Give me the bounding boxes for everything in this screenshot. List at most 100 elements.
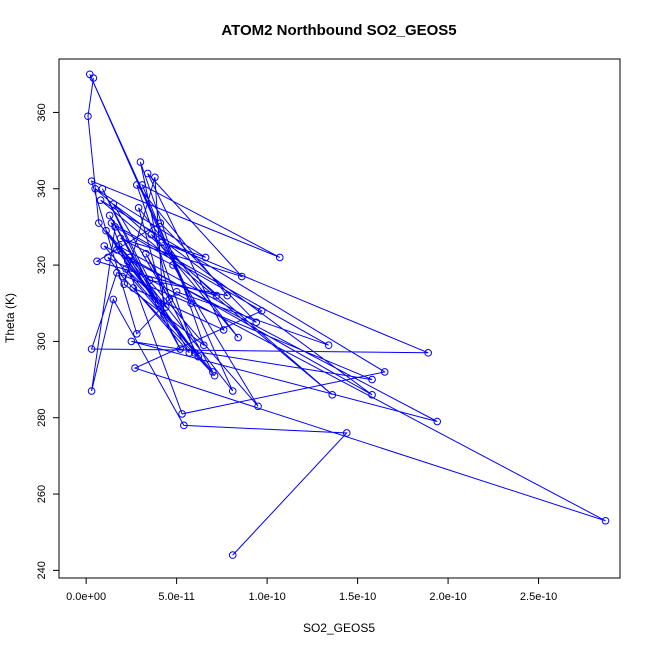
data-point bbox=[368, 391, 376, 399]
y-tick-label: 320 bbox=[36, 256, 48, 274]
data-point bbox=[87, 387, 96, 395]
data-point bbox=[109, 295, 118, 304]
data-point bbox=[102, 226, 110, 235]
y-axis-label: Theta (K) bbox=[3, 293, 17, 343]
data-point bbox=[169, 261, 177, 269]
data-point bbox=[234, 333, 242, 342]
data-point bbox=[190, 349, 199, 357]
data-point bbox=[104, 253, 112, 262]
data-point bbox=[127, 337, 136, 346]
data-point bbox=[433, 417, 442, 426]
series-line bbox=[87, 74, 606, 556]
data-point bbox=[85, 70, 94, 79]
data-point bbox=[201, 253, 210, 262]
data-point bbox=[107, 219, 116, 227]
data-point bbox=[368, 375, 376, 384]
data-point bbox=[257, 307, 266, 315]
data-point bbox=[210, 371, 219, 380]
data-point bbox=[125, 253, 134, 262]
data-point bbox=[160, 310, 168, 319]
data-point bbox=[109, 200, 118, 208]
data-point bbox=[380, 368, 389, 376]
data-point bbox=[601, 516, 610, 525]
data-point bbox=[100, 242, 109, 250]
data-point bbox=[228, 387, 237, 395]
data-point bbox=[136, 158, 145, 166]
data-point bbox=[165, 295, 174, 304]
data-point bbox=[89, 74, 98, 82]
data-point bbox=[116, 234, 125, 243]
data-point bbox=[156, 219, 165, 227]
data-point bbox=[154, 299, 163, 308]
data-point bbox=[212, 291, 221, 300]
data-point bbox=[122, 265, 130, 273]
data-point bbox=[219, 326, 228, 334]
series-layer bbox=[84, 70, 610, 559]
data-point bbox=[172, 287, 181, 296]
data-point bbox=[93, 257, 101, 266]
data-point bbox=[87, 177, 96, 185]
data-point bbox=[87, 345, 96, 353]
data-point bbox=[161, 303, 170, 311]
data-point bbox=[151, 173, 159, 182]
data-point bbox=[176, 345, 185, 353]
x-tick-label: 5.0e-11 bbox=[158, 591, 195, 603]
y-tick-label: 280 bbox=[36, 409, 48, 427]
data-point bbox=[187, 299, 195, 308]
x-tick-label: 0.0e+00 bbox=[66, 591, 106, 603]
data-point bbox=[178, 410, 186, 418]
x-tick-label: 1.5e-10 bbox=[339, 591, 376, 603]
data-point bbox=[113, 268, 121, 277]
x-tick-label: 2.0e-10 bbox=[429, 591, 466, 603]
data-point bbox=[199, 341, 208, 350]
data-point bbox=[252, 318, 261, 327]
data-point bbox=[131, 364, 139, 372]
data-point bbox=[145, 276, 154, 285]
y-tick-label: 360 bbox=[36, 103, 48, 121]
data-point bbox=[105, 211, 114, 220]
y-tick-label: 300 bbox=[36, 332, 48, 350]
data-point bbox=[134, 204, 143, 212]
data-point bbox=[180, 421, 188, 430]
data-point bbox=[133, 329, 141, 338]
data-point bbox=[96, 196, 105, 204]
data-point bbox=[133, 181, 141, 189]
data-point bbox=[123, 257, 132, 266]
data-point bbox=[209, 368, 217, 376]
data-point bbox=[342, 429, 351, 437]
data-point bbox=[275, 253, 284, 262]
data-point bbox=[129, 284, 137, 292]
y-axis: 240 260 280 300 320 340 360 bbox=[36, 103, 60, 580]
data-point bbox=[254, 402, 262, 411]
data-point bbox=[138, 181, 147, 189]
data-point bbox=[185, 349, 194, 357]
data-point bbox=[143, 169, 152, 178]
x-axis: 0.0e+00 5.0e-11 1.0e-10 1.5e-10 2.0e-10 2.5e-… bbox=[66, 577, 557, 603]
y-tick-label: 340 bbox=[36, 180, 48, 198]
plot-frame bbox=[58, 58, 621, 579]
x-tick-label: 1.0e-10 bbox=[248, 591, 285, 603]
data-point bbox=[158, 238, 166, 246]
data-point bbox=[120, 280, 128, 288]
data-point bbox=[424, 349, 432, 357]
data-point bbox=[147, 230, 156, 239]
y-tick-label: 240 bbox=[36, 561, 48, 579]
data-point bbox=[223, 291, 232, 300]
chart-title: ATOM2 Northbound SO2_GEOS5 bbox=[221, 22, 456, 39]
data-point bbox=[84, 112, 92, 121]
data-point bbox=[113, 246, 121, 254]
x-tick-label: 2.5e-10 bbox=[520, 591, 557, 603]
data-point bbox=[237, 272, 246, 281]
data-point bbox=[118, 272, 127, 281]
data-point bbox=[114, 242, 123, 250]
data-point bbox=[228, 551, 237, 559]
y-tick-label: 260 bbox=[36, 485, 48, 503]
data-point bbox=[324, 341, 333, 350]
data-point bbox=[142, 249, 150, 258]
data-point bbox=[91, 184, 99, 193]
data-point bbox=[98, 184, 107, 193]
x-axis-label: SO2_GEOS5 bbox=[303, 621, 375, 635]
data-point bbox=[328, 391, 337, 399]
data-point bbox=[95, 219, 103, 227]
